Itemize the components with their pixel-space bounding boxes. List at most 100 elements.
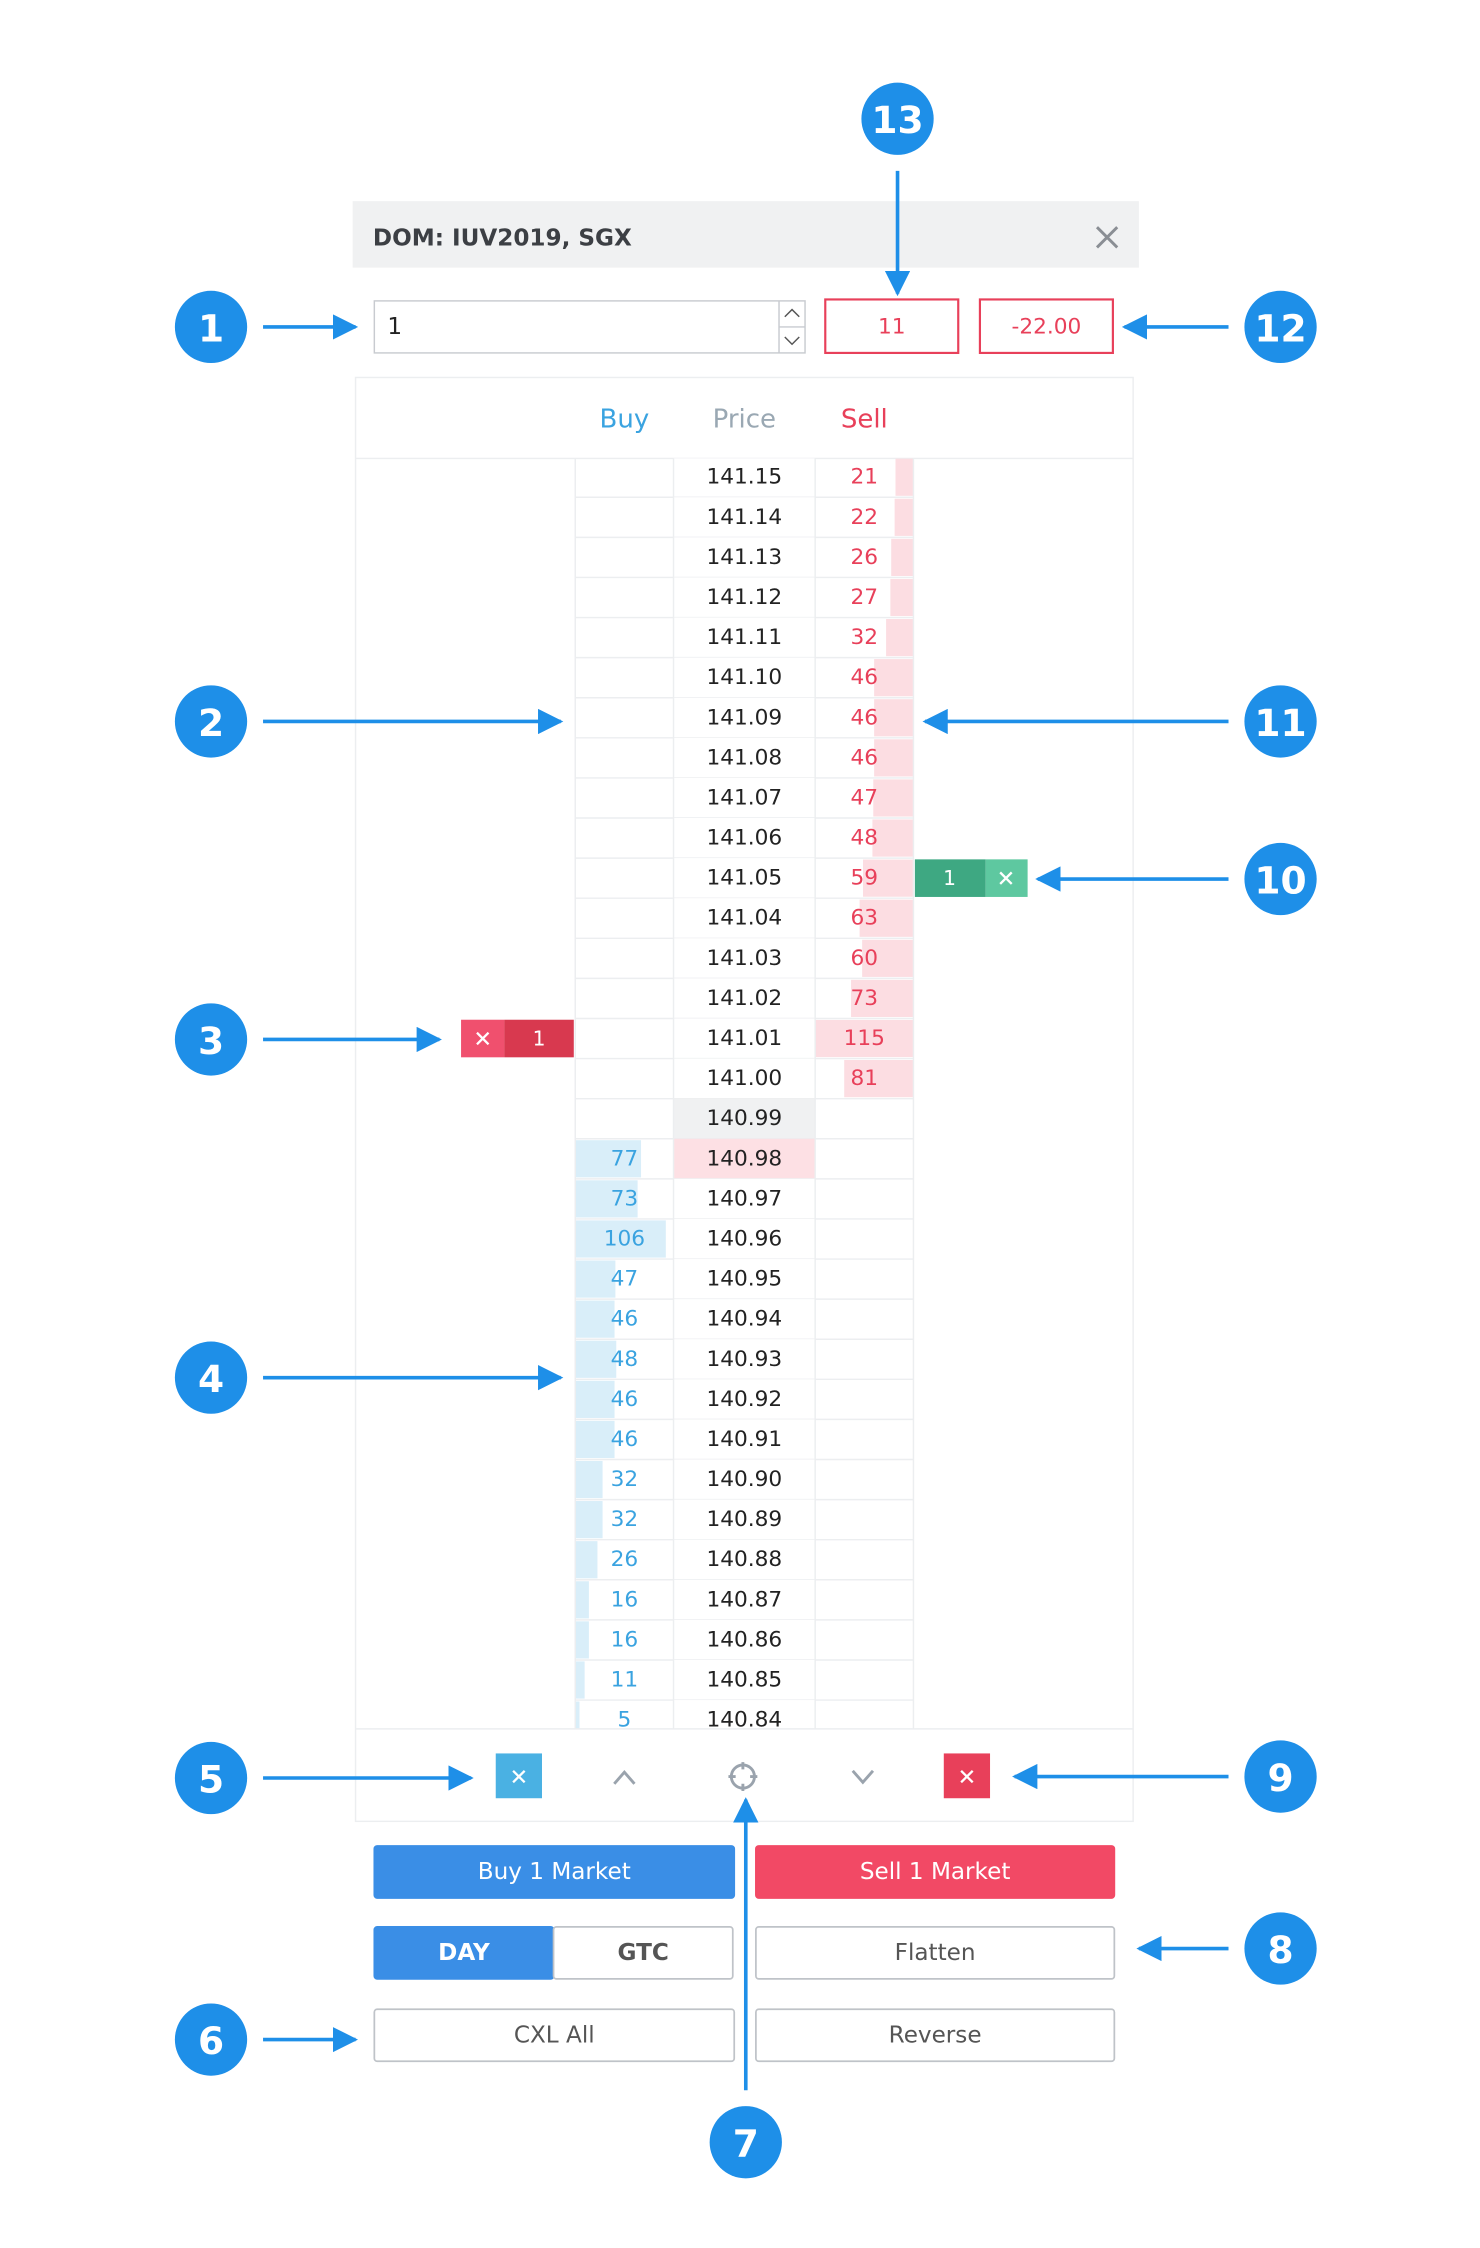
sell-size: 48 (851, 826, 879, 851)
buy-depth-bar (575, 1220, 666, 1258)
price: 141.06 (706, 826, 782, 851)
reverse-button-label: Reverse (889, 2022, 982, 2048)
callout-number: 11 (1254, 701, 1306, 745)
crosshair (728, 1762, 758, 1792)
buy-market-button[interactable] (373, 1845, 736, 1899)
buy-size: 26 (611, 1547, 639, 1572)
price: 140.96 (706, 1226, 782, 1251)
scroll-up[interactable] (613, 1770, 636, 1785)
buy-size: 46 (611, 1307, 639, 1332)
buy-size: 5 (617, 1708, 631, 1733)
order-book: 141.15 21 141.14 22 141.13 26 141.12 27 141.11 32… (574, 458, 915, 1733)
column-header: Sell (841, 404, 888, 434)
callout-number: 8 (1267, 1928, 1293, 1972)
buy-size: 48 (611, 1347, 639, 1372)
buy-size: 46 (611, 1387, 639, 1412)
quantity-input[interactable] (373, 300, 806, 354)
callout-badge (174, 2003, 248, 2076)
price: 140.89 (706, 1507, 782, 1532)
price-cell (673, 1419, 816, 1460)
sell-size: 59 (851, 866, 879, 891)
sell-size: 22 (851, 505, 879, 530)
buy-depth-bar (575, 1621, 589, 1659)
callout-number: 5 (198, 1757, 224, 1801)
price: 141.05 (706, 866, 782, 891)
callout-badge (174, 290, 248, 364)
spin-down[interactable] (784, 336, 800, 346)
callout-number: 6 (198, 2019, 224, 2063)
price-cell (673, 617, 816, 658)
close-icon[interactable] (1095, 226, 1119, 249)
price: 141.02 (706, 986, 782, 1011)
price: 140.97 (706, 1186, 782, 1211)
sell-size: 115 (844, 1026, 885, 1051)
price-cell (673, 898, 816, 939)
sell-size: 32 (851, 625, 879, 650)
buy-depth-bar (575, 1260, 616, 1298)
flatten-button-label: Flatten (895, 1940, 976, 1966)
buy-depth-bar (575, 1180, 638, 1218)
callout-badge (174, 1003, 248, 1076)
callout-badge (709, 2106, 782, 2179)
sell-depth-bar (844, 1060, 914, 1098)
cancel-x (512, 1769, 526, 1784)
sell-size: 26 (851, 545, 879, 570)
cxl-all-button-label: CXL All (514, 2022, 595, 2048)
sell-market-button-label: Sell 1 Market (860, 1859, 1011, 1885)
header-bar (352, 201, 1139, 268)
reverse-button[interactable] (755, 2008, 1116, 2063)
buy-size: 47 (611, 1267, 639, 1292)
callout-number: 2 (198, 701, 224, 745)
price-cell (673, 1138, 816, 1179)
price-cell (673, 777, 816, 819)
price: 141.12 (706, 585, 782, 610)
callout-badge (1244, 685, 1317, 758)
price-cell (673, 1018, 816, 1059)
price: 141.15 (706, 465, 782, 490)
price: 140.91 (706, 1427, 782, 1452)
price-cell (673, 657, 816, 698)
callout-number: 4 (198, 1357, 224, 1401)
scroll-down[interactable] (851, 1769, 875, 1785)
callout-number: 10 (1254, 858, 1306, 902)
sell-size: 63 (851, 906, 879, 931)
buy-size: 106 (604, 1226, 645, 1251)
cancel-x (999, 871, 1013, 885)
price-cell (673, 818, 816, 859)
column-header: Price (713, 404, 776, 434)
price-cell (673, 1459, 816, 1500)
sell-size: 46 (851, 665, 879, 690)
price: 141.10 (706, 665, 782, 690)
buy-order-qty-box[interactable] (504, 1019, 574, 1058)
sell-depth-bar (874, 739, 914, 777)
sell-size: 46 (851, 745, 879, 770)
buy-depth-bar (575, 1300, 615, 1338)
price-cell (673, 1098, 816, 1139)
callout-badge (1244, 1740, 1317, 1813)
gtc-button[interactable] (552, 1926, 734, 1980)
callout-badge (1244, 290, 1317, 364)
cancel-x (476, 1031, 490, 1046)
sell-depth-bar (874, 699, 914, 737)
cxl-all-button[interactable] (373, 2008, 736, 2063)
summary-box (824, 298, 960, 355)
sell-depth-bar (872, 819, 914, 857)
window-title: DOM: IUV2019, SGX (373, 226, 632, 252)
buy-depth-bar (575, 1661, 585, 1699)
callout-number: 7 (733, 2122, 759, 2166)
flatten-button[interactable] (755, 1926, 1116, 1980)
sell-depth-bar (863, 859, 914, 897)
buy-depth-bar (575, 1340, 617, 1378)
buy-size: 32 (611, 1507, 639, 1532)
buy-size: 77 (611, 1146, 639, 1171)
callout-badge (174, 1341, 248, 1414)
sell-order-qty-box[interactable] (914, 859, 986, 897)
sell-market-button[interactable] (755, 1845, 1116, 1899)
buy-depth-bar (575, 1420, 615, 1459)
spin-up[interactable] (784, 308, 800, 318)
price: 140.86 (706, 1627, 782, 1652)
sell-depth-bar (891, 538, 914, 577)
buy-depth-bar (575, 1380, 615, 1418)
callout-badge (1244, 1912, 1317, 1985)
